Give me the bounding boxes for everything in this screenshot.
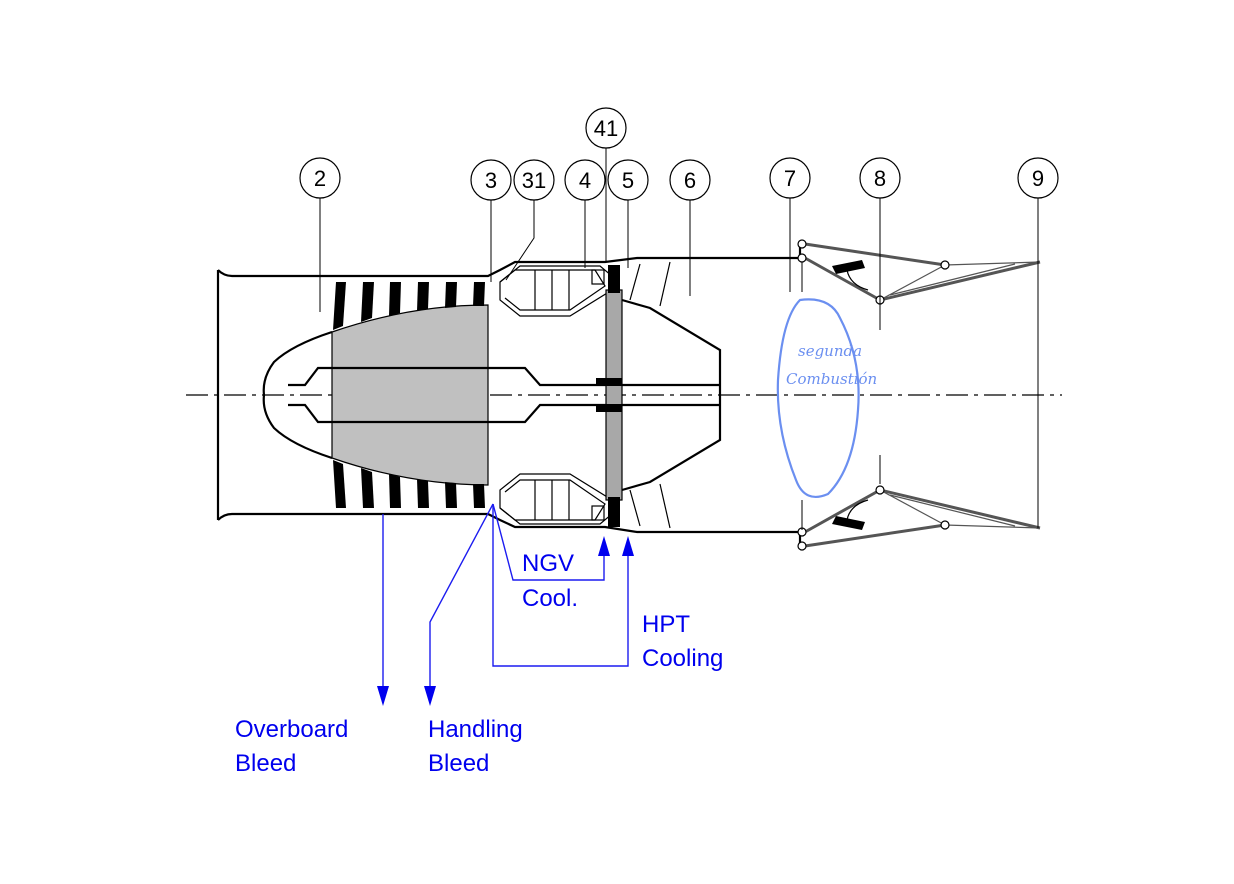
svg-text:Bleed: Bleed (235, 750, 296, 777)
compressor-blades-top (333, 282, 485, 330)
svg-text:Bleed: Bleed (428, 750, 489, 777)
station-4-bubble: 4 (564, 159, 606, 201)
compressor-drum (331, 304, 489, 486)
turbine-stage (596, 265, 623, 527)
handling-bleed-label: Handling Bleed (428, 716, 523, 777)
station-7-bubble: 7 (769, 157, 811, 199)
station-5-bubble: 5 (607, 159, 649, 201)
station-bubbles: 2 3 31 4 41 5 6 7 (299, 107, 1059, 201)
svg-text:HPT: HPT (642, 611, 690, 638)
combustor-bottom (499, 473, 613, 525)
svg-text:Cooling: Cooling (642, 645, 723, 672)
svg-text:3: 3 (485, 168, 497, 193)
svg-text:6: 6 (684, 168, 696, 193)
station-2-bubble: 2 (299, 157, 341, 199)
svg-text:8: 8 (874, 166, 886, 191)
svg-text:31: 31 (522, 168, 546, 193)
station-leaders (319, 148, 1039, 530)
svg-text:segunda: segunda (798, 342, 862, 360)
main-shaft (288, 366, 720, 424)
svg-text:4: 4 (579, 168, 591, 193)
svg-text:NGV: NGV (522, 550, 574, 577)
ngv-cooling-label: NGV Cool. (522, 550, 578, 612)
spinner-cone (262, 330, 333, 460)
exhaust-struts (629, 261, 671, 529)
svg-text:41: 41 (594, 116, 618, 141)
svg-text:Combustión: Combustión (786, 370, 877, 388)
station-6-bubble: 6 (669, 159, 711, 201)
station-8-bubble: 8 (859, 157, 901, 199)
exhaust-cone (621, 298, 722, 492)
bleed-flow-lines (377, 503, 634, 706)
svg-text:9: 9 (1032, 166, 1044, 191)
outer-casing (216, 256, 800, 534)
svg-text:Handling: Handling (428, 716, 523, 743)
svg-text:7: 7 (784, 166, 796, 191)
svg-text:Cool.: Cool. (522, 585, 578, 612)
svg-text:5: 5 (622, 168, 634, 193)
handwritten-afterburner-note: segunda Combustión (776, 298, 877, 498)
svg-text:2: 2 (314, 166, 326, 191)
station-9-bubble: 9 (1017, 157, 1059, 199)
station-31-bubble: 31 (513, 159, 555, 201)
station-41-bubble: 41 (585, 107, 627, 149)
compressor-blades-bottom (333, 460, 485, 508)
nozzle-bottom (797, 485, 1041, 551)
station-3-bubble: 3 (470, 159, 512, 201)
svg-text:Overboard: Overboard (235, 716, 348, 743)
overboard-bleed-label: Overboard Bleed (235, 716, 348, 777)
combustor-top (499, 265, 613, 317)
nozzle-top (797, 239, 1041, 305)
hpt-cooling-label: HPT Cooling (642, 611, 723, 672)
